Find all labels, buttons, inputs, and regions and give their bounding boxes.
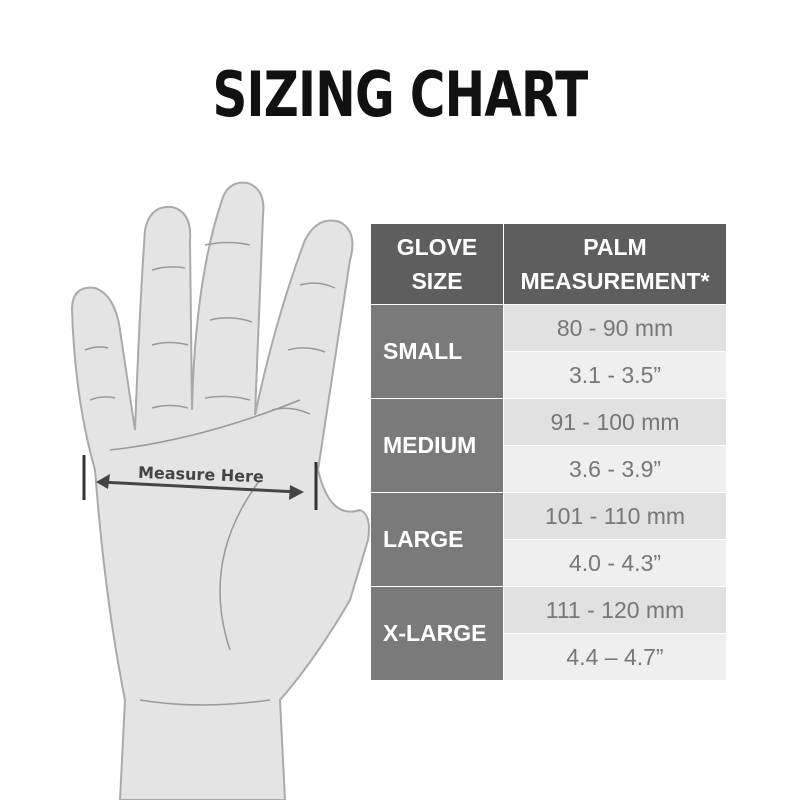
inch-cell: 4.4 – 4.7” xyxy=(503,633,727,681)
table-header-row: GLOVE SIZE PALM MEASUREMENT* xyxy=(370,223,727,305)
size-cell: SMALL xyxy=(370,304,504,399)
measure-here-label: Measure Here xyxy=(138,463,265,486)
page-title: SIZING CHART xyxy=(212,58,589,131)
table-row: MEDIUM 91 - 100 mm xyxy=(370,398,727,493)
table-row: SMALL 80 - 90 mm xyxy=(370,304,727,399)
mm-cell: 80 - 90 mm xyxy=(503,304,727,352)
inch-cell: 3.6 - 3.9” xyxy=(503,445,727,493)
mm-cell: 101 - 110 mm xyxy=(503,492,727,540)
size-cell: MEDIUM xyxy=(370,398,504,493)
header-palm-measurement: PALM MEASUREMENT* xyxy=(503,223,727,305)
inch-cell: 4.0 - 4.3” xyxy=(503,539,727,587)
measure-arrow xyxy=(99,480,299,494)
mm-cell: 91 - 100 mm xyxy=(503,398,727,446)
hand-outline xyxy=(70,181,370,800)
inch-cell: 3.1 - 3.5” xyxy=(503,351,727,399)
arrow-left-head xyxy=(96,474,110,489)
hand-creases xyxy=(84,241,336,706)
table-row: 4.4 – 4.7” xyxy=(371,633,727,681)
arrow-right-head xyxy=(289,485,304,500)
size-cell: X-LARGE xyxy=(370,586,504,681)
table-row: 3.6 - 3.9” xyxy=(371,445,727,493)
mm-cell: 111 - 120 mm xyxy=(503,586,727,634)
size-cell: LARGE xyxy=(370,492,504,587)
sizing-table: GLOVE SIZE PALM MEASUREMENT* SMALL 80 - 90 … xyxy=(370,223,727,681)
table-row: X-LARGE 111 - 120 mm xyxy=(370,586,727,681)
table-row: 4.0 - 4.3” xyxy=(371,539,727,587)
table-row: LARGE 101 - 110 mm xyxy=(370,492,727,587)
header-glove-size: GLOVE SIZE xyxy=(370,223,504,305)
